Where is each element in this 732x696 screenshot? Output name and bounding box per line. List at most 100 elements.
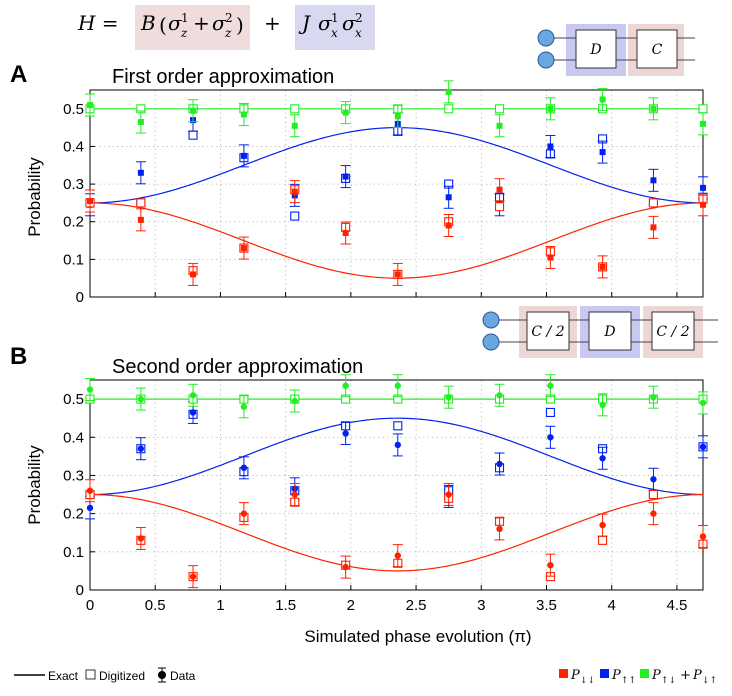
digitized-point-up-up: [188, 130, 198, 140]
data-point-down-down: [394, 271, 401, 278]
data-point-sum: [700, 120, 706, 127]
circuit-a-gate-d-label: D: [589, 42, 601, 58]
panel-a-chart: A First order approximation Probability …: [10, 61, 708, 306]
data-point-sum: [496, 392, 503, 399]
data-point-down-down: [342, 230, 349, 237]
data-point-up-up: [700, 184, 706, 191]
data-point-sum: [137, 118, 144, 125]
legend-sum-plus: +: [680, 668, 691, 683]
data-point-sum: [342, 382, 349, 389]
y-tick-label: 0.2: [63, 506, 84, 523]
exact-curve-up-up: [89, 417, 704, 496]
circuit-a-gate-d: [575, 29, 617, 69]
panel-a-title: First order approximation: [112, 66, 334, 88]
legend-up-up-p: P: [611, 668, 621, 683]
data-point-up-up: [599, 455, 606, 462]
data-point-down-down: [86, 487, 94, 494]
data-point-down-down: [137, 535, 145, 542]
data-point-sum: [445, 88, 452, 95]
data-point-up-up: [189, 409, 197, 416]
legend-digitized-swatch: [85, 669, 96, 680]
term1-paren-open: (: [159, 13, 167, 37]
data-point-down-down: [496, 525, 503, 533]
hamiltonian-equation: H = B ( σ 1 z + σ 2 z ) + J σ 1 x σ 2 x: [77, 5, 375, 50]
legend-data-swatch: [158, 671, 166, 679]
circuit-b-gate-c2-label: C / 2: [656, 324, 689, 340]
panel-a-ylabel: Probability: [25, 157, 44, 237]
data-point-down-down: [547, 561, 554, 569]
legend-down-down-swatch: [559, 669, 568, 678]
term1-sub1: z: [180, 26, 188, 40]
data-point-down-down: [342, 563, 349, 571]
circuit-second-order: C / 2 D C / 2: [482, 306, 718, 358]
data-point-up-up: [496, 460, 503, 468]
data-point-sum: [240, 111, 247, 118]
circuit-a-gate-c: [636, 29, 678, 69]
x-tick-label: 0.5: [145, 597, 166, 614]
data-point-down-down: [445, 222, 452, 229]
data-point-sum: [189, 392, 197, 399]
data-point-sum: [394, 113, 401, 120]
circuit-b-gate-d-label: D: [603, 324, 615, 340]
qubit-1-icon: [537, 29, 555, 47]
panel-b-chart: B Second order approximation Probability…: [10, 343, 708, 646]
digitized-point-down-down: [648, 198, 658, 208]
data-point-sum: [496, 122, 503, 129]
data-point-down-down: [650, 224, 657, 231]
data-point-up-up: [699, 443, 707, 451]
legend-data-label: Data: [170, 669, 196, 683]
term2-sup2: 2: [355, 11, 363, 25]
data-point-down-down: [291, 188, 298, 195]
y-tick-label: 0.5: [63, 391, 84, 408]
legend-sum-swatch: [640, 669, 649, 678]
y-tick-label: 0.2: [63, 214, 84, 231]
x-tick-label: 4.5: [666, 597, 687, 614]
y-tick-label: 0.4: [63, 138, 84, 155]
data-point-down-down: [240, 510, 248, 517]
data-point-sum: [599, 401, 606, 409]
y-tick-label: 0.1: [63, 544, 84, 561]
data-point-up-up: [650, 476, 657, 483]
data-point-sum: [445, 393, 452, 401]
data-point-down-down: [547, 254, 554, 261]
y-tick-label: 0.4: [63, 429, 84, 446]
legend-down-down-p: P: [570, 668, 580, 683]
data-point-up-up: [137, 445, 145, 452]
data-point-sum: [547, 105, 554, 112]
panel-b-ylabel: Probability: [25, 445, 44, 525]
term2-op1: σ: [318, 11, 333, 35]
data-point-sum: [394, 382, 402, 389]
y-tick-label: 0.5: [63, 101, 84, 118]
term1-sup1: 1: [181, 11, 189, 25]
term1-op1: σ: [168, 11, 183, 35]
y-tick-label: 0.3: [63, 176, 84, 193]
data-point-down-down: [189, 573, 197, 580]
term2-coef: J: [298, 11, 311, 35]
data-point-down-down: [190, 271, 197, 278]
data-point-sum: [650, 393, 657, 401]
term2-sub2: x: [355, 26, 362, 40]
legend-up-up-sub: ↑↑: [621, 676, 636, 686]
data-point-up-up: [650, 177, 657, 184]
legend-sum-sub1: ↑↓: [661, 676, 676, 686]
data-point-up-up: [240, 464, 248, 472]
data-point-up-up: [342, 173, 349, 180]
data-point-up-up: [445, 194, 452, 201]
data-point-sum: [699, 399, 707, 407]
data-point-down-down: [291, 491, 298, 498]
circuit-b-gate-c1-label: C / 2: [531, 324, 564, 340]
legend-sum-p1: P: [651, 668, 661, 683]
digitized-point-down-down: [598, 535, 608, 545]
digitized-point-up-up: [290, 211, 300, 221]
digitized-point-up-up: [545, 407, 555, 418]
data-point-up-up: [342, 430, 349, 437]
panel-a-letter: A: [10, 61, 27, 88]
data-point-sum: [137, 395, 145, 403]
term1-sup2: 2: [225, 11, 233, 25]
data-point-up-up: [547, 434, 554, 441]
x-tick-label: 0: [86, 597, 94, 614]
x-tick-label: 3.5: [536, 597, 557, 614]
data-point-down-down: [699, 533, 707, 540]
legend-exact-label: Exact: [48, 669, 79, 683]
data-point-sum: [240, 403, 248, 410]
